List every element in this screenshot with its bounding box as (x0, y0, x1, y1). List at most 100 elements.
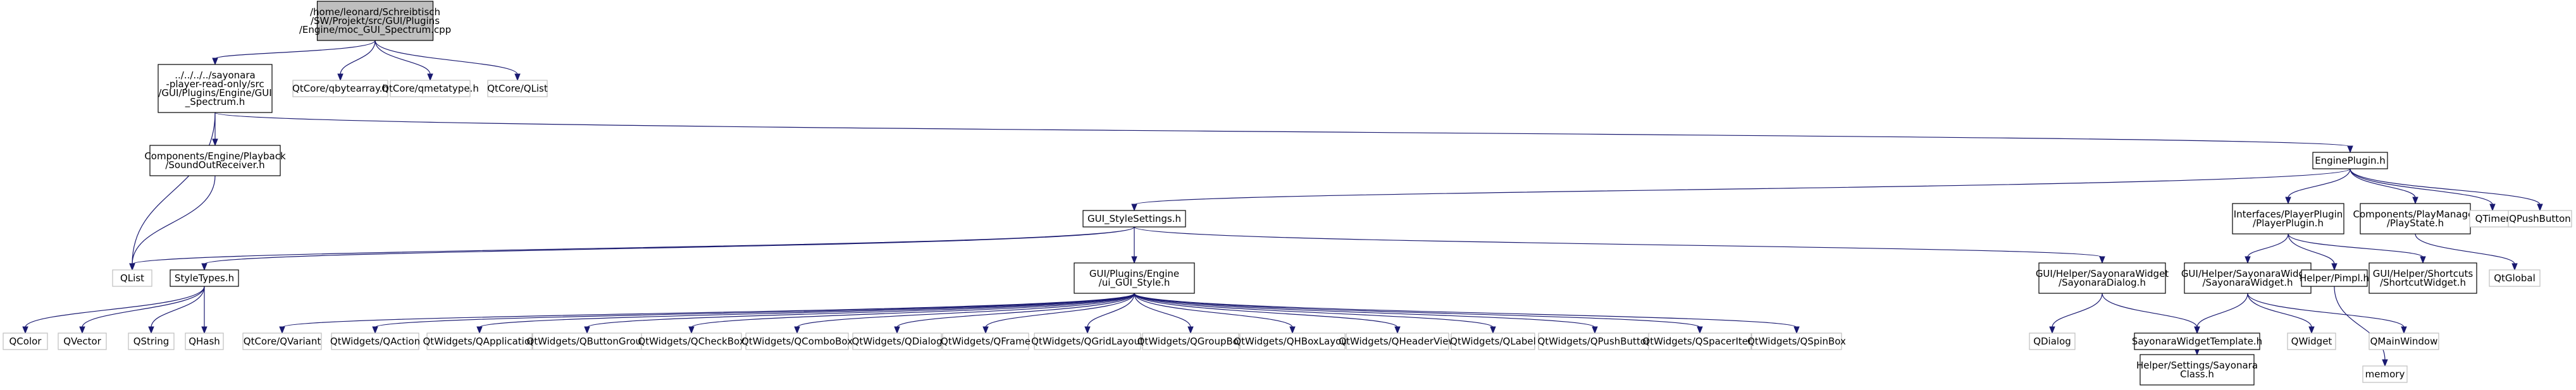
node-box-memory (2362, 365, 2408, 383)
node-root[interactable]: /home/leonard/Schreibtisch/SW/Projekt/sr… (299, 1, 451, 41)
node-label-ui-gui-style-line-0: GUI/Plugins/Engine (1089, 268, 1179, 279)
node-label-engineplugin-line-0: EnginePlugin.h (2315, 155, 2386, 166)
node-box-qspaceritem (1648, 332, 1752, 350)
node-label-sayonarawidget-line-1: /SayonaraWidget.h (2203, 277, 2293, 288)
edge-ui_gui_style-to-qframe (985, 293, 1135, 328)
arrowhead-playerplugin-to-shortcutwidget (2420, 256, 2426, 264)
node-sayonaradialog[interactable]: GUI/Helper/SayonaraWidget/SayonaraDialog… (2036, 262, 2169, 294)
node-label-shortcutwidget-line-0: GUI/Helper/Shortcuts (2373, 268, 2474, 279)
node-label-qframe-line-0: QtWidgets/QFrame (941, 336, 1031, 347)
node-qbytearray: QtCore/qbytearray.h (292, 80, 388, 97)
node-box-root (316, 1, 434, 41)
arrowhead-sayonarawidget-to-qwidget (2308, 326, 2315, 334)
edge-engineplugin-to-qpushbutton (2350, 168, 2541, 205)
node-label-qspaceritem-line-0: QtWidgets/QSpacerItem (1642, 336, 1757, 347)
node-box-helperpimpl (2301, 269, 2368, 287)
node-label-styletypes-line-0: StyleTypes.h (175, 272, 234, 284)
node-qtcore-qlist: QtCore/QList (487, 80, 548, 97)
arrowhead-playerplugin-to-sayonarawidget (2245, 256, 2251, 264)
edge-playerplugin-to-sayonarawidget (2247, 233, 2289, 258)
node-shortcutwidget[interactable]: GUI/Helper/Shortcuts/ShortcutWidget.h (2369, 262, 2477, 294)
node-label-spectrum-h-line-0: ../../../../sayonara (175, 70, 255, 81)
arrowhead-ui_gui_style-to-qvariant (279, 326, 285, 334)
node-engineplugin[interactable]: EnginePlugin.h (2312, 152, 2388, 169)
edges-layer (22, 40, 2543, 367)
edge-ui_gui_style-to-qcombobox (796, 293, 1135, 328)
node-box-sayonaradialog (2038, 262, 2166, 294)
node-box-qpushbutton (2508, 210, 2572, 228)
node-sayonarawidget[interactable]: GUI/Helper/SayonaraWidget/SayonaraWidget… (2181, 262, 2314, 294)
arrowhead-engineplugin-to-playerplugin (2285, 197, 2291, 205)
arrowhead-playstate-to-qglobal (2511, 263, 2518, 271)
node-box-shortcutwidget (2369, 262, 2477, 294)
node-label-root-line-2: /Engine/moc_GUI_Spectrum.cpp (299, 24, 451, 36)
edge-sayonarawidget-to-qmainwindow (2247, 293, 2405, 328)
arrowhead-root-to-qmetatype (427, 73, 433, 82)
edge-playerplugin-to-shortcutwidget (2288, 233, 2424, 258)
node-box-qlist (112, 269, 152, 287)
edge-ui_gui_style-to-qheaderview (1134, 293, 1398, 328)
arrowhead-gui_stylesettings-to-qlist (129, 263, 135, 271)
edge-ui_gui_style-to-qbuttongroup (586, 293, 1135, 328)
node-label-qlabel-line-0: QtWidgets/QLabel (1450, 336, 1536, 347)
node-sayonarawidgettemplate[interactable]: SayonaraWidgetTemplate.h (2132, 332, 2262, 350)
node-qtw-qpushbutton: QtWidgets/QPushButton (1537, 332, 1652, 350)
node-label-qlist-line-0: QList (120, 272, 144, 284)
node-qlabel: QtWidgets/QLabel (1450, 332, 1536, 350)
edge-styletypes-to-qstring (151, 286, 205, 328)
node-label-qcheckbox-line-0: QtWidgets/QCheckBox (638, 336, 745, 347)
node-label-qbytearray-line-0: QtCore/qbytearray.h (292, 83, 388, 94)
edge-ui_gui_style-to-qspinbox (1134, 293, 1797, 328)
node-spectrum-h[interactable]: ../../../../sayonara-player-read-only/sr… (158, 64, 273, 113)
edge-ui_gui_style-to-qaction (375, 293, 1135, 328)
node-box-qframe (942, 332, 1029, 350)
node-box-qstring (128, 332, 175, 350)
edge-soundout-to-qlist (132, 175, 216, 265)
edge-playerplugin-to-helperpimpl (2288, 233, 2335, 265)
node-playerplugin[interactable]: Interfaces/PlayerPlugin/PlayerPlugin.h (2232, 203, 2344, 235)
node-label-qvariant-line-0: QtCore/QVariant (244, 336, 321, 347)
node-label-qmetatype-line-0: QtCore/qmetatype.h (381, 83, 479, 94)
edge-sayonaradialog-to-qdialog (2052, 293, 2103, 328)
node-box-qvector (58, 332, 107, 350)
node-box-qglobal (2489, 269, 2541, 287)
arrowhead-ui_gui_style-to-qtw_qpushbutton (1592, 326, 1598, 334)
node-label-qapplication-line-0: QtWidgets/QApplication (423, 336, 536, 347)
node-label-soundout-line-0: Components/Engine/Playback (144, 150, 286, 162)
arrowhead-engineplugin-to-playstate (2412, 197, 2418, 205)
node-box-qbuttongroup (532, 332, 642, 350)
arrowhead-ui_gui_style-to-qhboxlayout (1289, 326, 1296, 334)
node-label-playstate-line-0: Components/PlayManager (2353, 209, 2479, 220)
node-qspinbox: QtWidgets/QSpinBox (1747, 332, 1846, 350)
node-box-qdialog (2029, 332, 2076, 350)
node-qcolor: QColor (3, 332, 48, 350)
node-qbuttongroup: QtWidgets/QButtonGroup (526, 332, 648, 350)
node-box-qapplication (426, 332, 533, 350)
arrowhead-ui_gui_style-to-qgroupbox (1187, 326, 1194, 334)
node-box-ui-gui-style (1074, 262, 1195, 294)
node-qvariant: QtCore/QVariant (242, 332, 322, 350)
node-label-playerplugin-line-1: /PlayerPlugin.h (2253, 217, 2324, 229)
node-helperpimpl[interactable]: Helper/Pimpl.h (2300, 269, 2369, 287)
node-label-root-line-1: /SW/Projekt/src/GUI/Plugins (311, 15, 440, 27)
node-box-qcheckbox (641, 332, 742, 350)
edge-ui_gui_style-to-qvariant (282, 293, 1135, 328)
node-playstate[interactable]: Components/PlayManager/PlayState.h (2353, 203, 2479, 235)
edge-spectrum_h-to-engineplugin (214, 112, 2351, 147)
arrowhead-ui_gui_style-to-qtw_qdialog (894, 326, 900, 334)
node-label-sayonarawidgettemplate-line-0: SayonaraWidgetTemplate.h (2132, 336, 2262, 347)
arrowhead-sayonarawidget-to-sayonarawidgettemplate (2194, 326, 2200, 334)
arrowhead-engineplugin-to-qpushbutton (2537, 204, 2543, 212)
node-box-qmainwindow (2369, 332, 2439, 350)
node-qgridlayout: QtWidgets/QGridLayout (1031, 332, 1144, 350)
node-label-qhboxlayout-line-0: QtWidgets/QHBoxLayout (1234, 336, 1351, 347)
node-styletypes[interactable]: StyleTypes.h (170, 269, 239, 287)
node-soundout[interactable]: Components/Engine/Playback/SoundOutRecei… (144, 145, 286, 176)
node-ui-gui-style[interactable]: GUI/Plugins/Engine/ui_GUI_Style.h (1074, 262, 1195, 294)
arrowhead-styletypes-to-qvector (79, 326, 85, 334)
arrowhead-engineplugin-to-gui_stylesettings (1131, 204, 1137, 212)
node-box-qcolor (3, 332, 48, 350)
node-label-qgridlayout-line-0: QtWidgets/QGridLayout (1031, 336, 1144, 347)
node-gui-stylesettings[interactable]: GUI_StyleSettings.h (1082, 210, 1186, 228)
